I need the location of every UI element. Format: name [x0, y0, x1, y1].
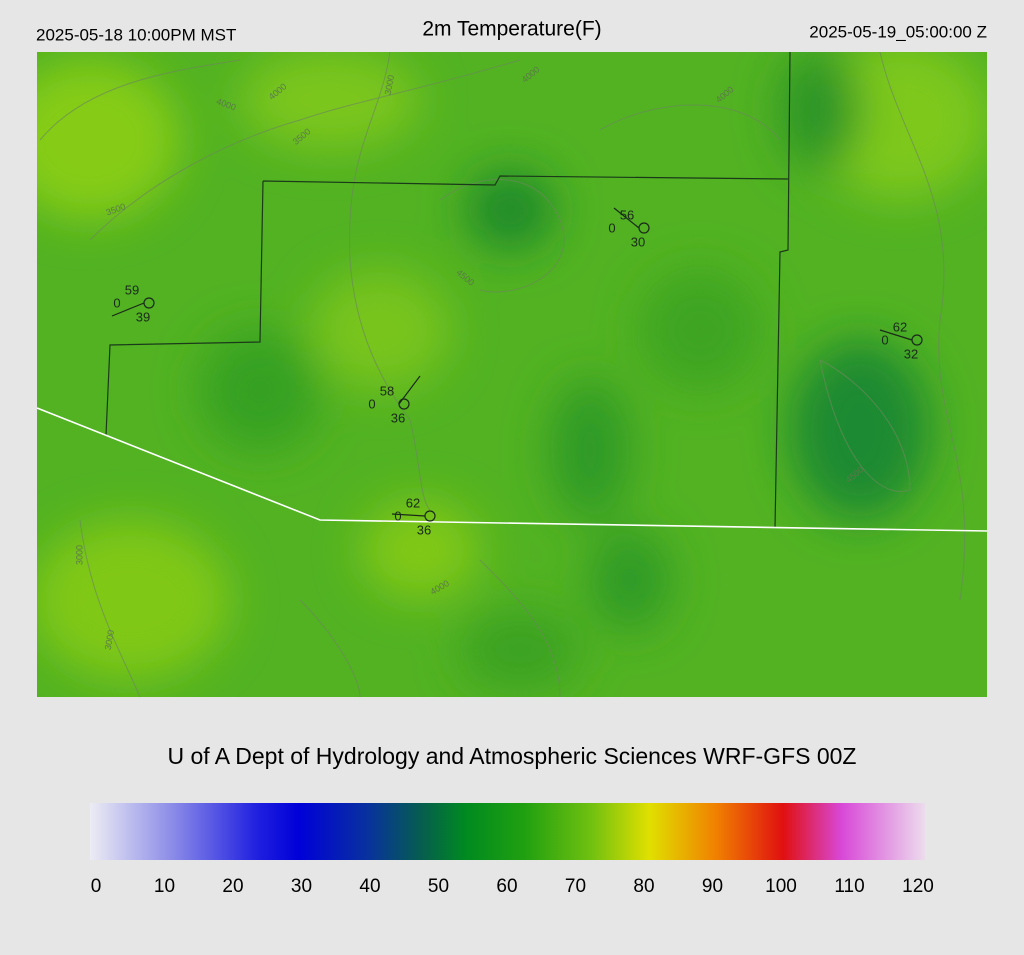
colorbar-label: 110: [834, 876, 864, 897]
station-circle: [398, 398, 410, 410]
station-circle: [143, 297, 155, 309]
valid-utc: 2025-05-19_05:00:00 Z: [809, 22, 987, 41]
colorbar-label: 50: [428, 876, 449, 897]
wind-barb: [111, 302, 145, 317]
credit: U of A Dept of Hydrology and Atmospheric…: [167, 743, 856, 769]
colorbar-label: 60: [496, 876, 517, 897]
temperature: 62: [893, 319, 907, 334]
wind-speed: 0: [368, 396, 375, 411]
colorbar-label: 10: [154, 876, 175, 897]
map-title: 2m Temperature(F): [422, 18, 601, 41]
temperature: 59: [125, 282, 139, 297]
colorbar-label: 100: [765, 876, 797, 897]
wind-speed: 0: [608, 220, 615, 235]
dewpoint: 32: [904, 346, 918, 361]
dewpoint: 39: [136, 309, 150, 324]
wind-speed: 0: [394, 508, 401, 523]
valid-local: 2025-05-18 10:00PM MST: [36, 25, 236, 44]
colorbar: [90, 803, 925, 860]
wind-speed: 0: [881, 332, 888, 347]
contour-label: 3000: [74, 545, 84, 565]
wind-barb: [613, 207, 640, 229]
wind-barb: [391, 513, 426, 517]
station-circle: [638, 222, 650, 234]
colorbar-label: 80: [633, 876, 654, 897]
colorbar-label: 40: [359, 876, 380, 897]
colorbar-label: 90: [702, 876, 723, 897]
colorbar-label: 20: [222, 876, 243, 897]
contour-label: 3000: [383, 74, 396, 95]
dewpoint: 36: [391, 410, 405, 425]
colorbar-label: 0: [91, 876, 102, 897]
temperature: 56: [620, 207, 634, 222]
station-circle: [911, 334, 923, 346]
colorbar-label: 70: [565, 876, 586, 897]
temperature: 58: [380, 383, 394, 398]
colorbar-label: 30: [291, 876, 312, 897]
contour-label: 3000: [103, 629, 116, 650]
wind-barb: [879, 329, 913, 341]
station-circle: [424, 510, 436, 522]
wind-speed: 0: [113, 295, 120, 310]
temperature: 62: [406, 495, 420, 510]
dewpoint: 36: [417, 522, 431, 537]
dewpoint: 30: [631, 234, 645, 249]
temperature-field: 3000400040003500350040004500400030004000…: [37, 52, 987, 697]
colorbar-label: 120: [902, 876, 934, 897]
